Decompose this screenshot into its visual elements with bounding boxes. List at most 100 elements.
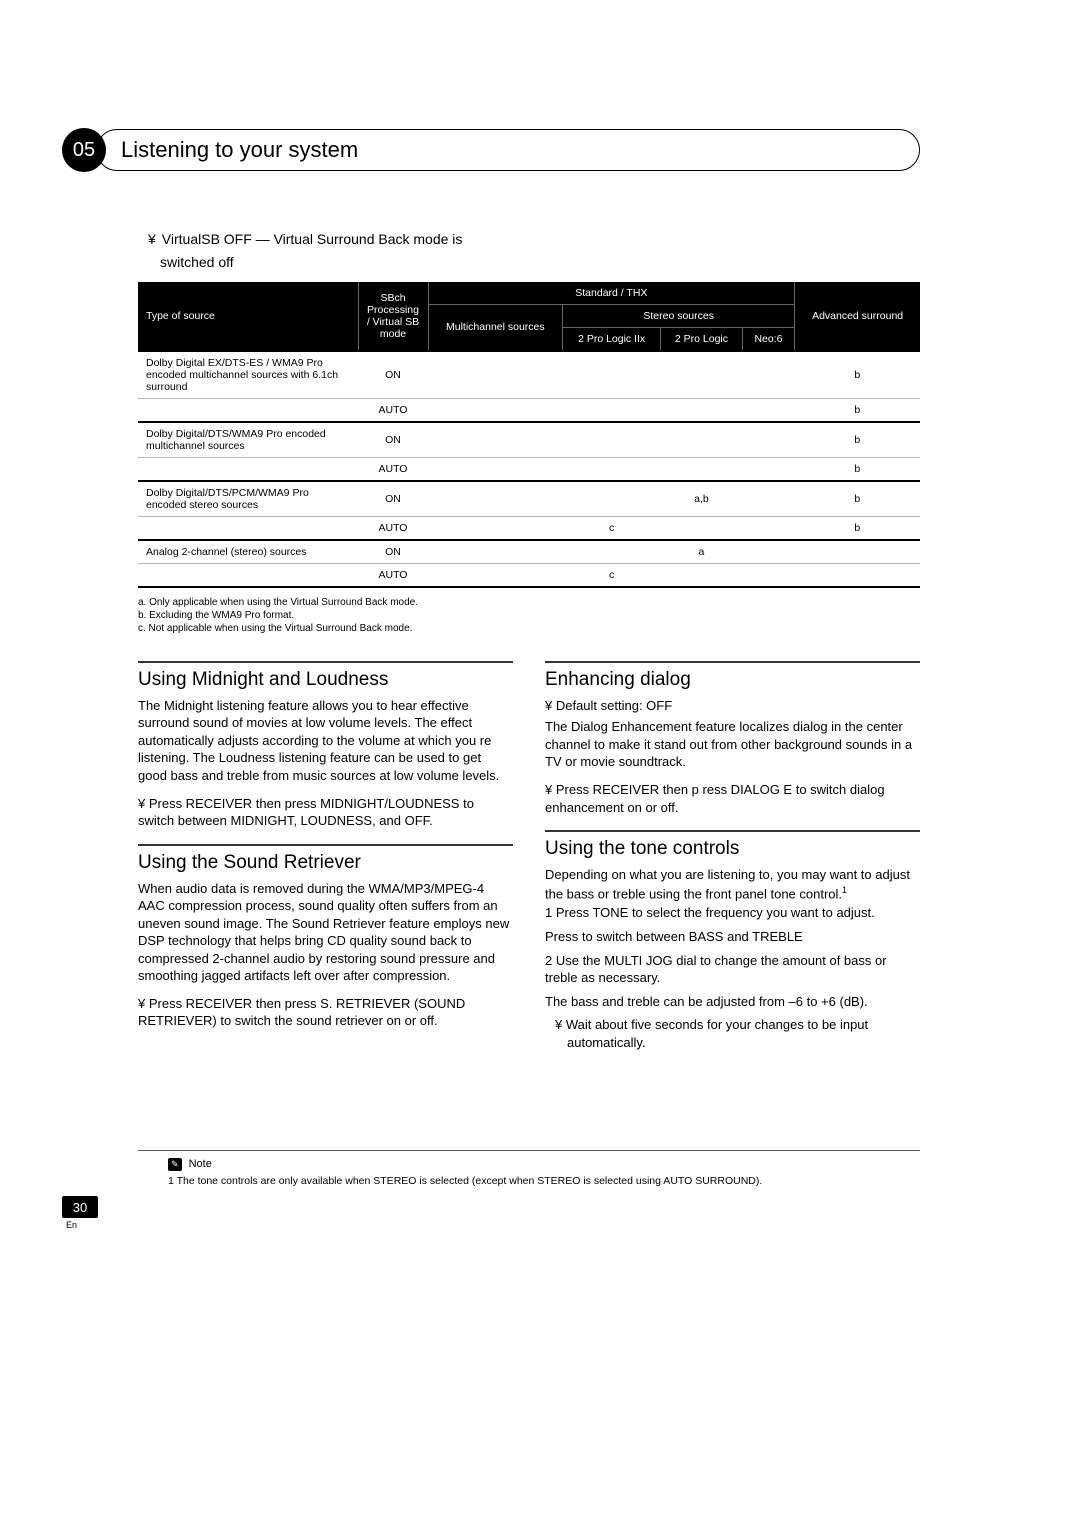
th-stdthx: Standard / THX xyxy=(428,282,795,305)
table-cell xyxy=(661,457,743,481)
note-rule xyxy=(138,1150,920,1151)
table-row: AUTO b xyxy=(138,457,920,481)
table-cell: Dolby Digital/DTS/WMA9 Pro encoded multi… xyxy=(138,422,358,458)
table-cell: AUTO xyxy=(358,563,428,587)
table-cell xyxy=(138,398,358,422)
vsb-off-text1: VirtualSB OFF — Virtual Surround Back mo… xyxy=(162,231,463,247)
table-row: Dolby Digital EX/DTS-ES / WMA9 Pro encod… xyxy=(138,351,920,399)
th-type: Type of source xyxy=(138,282,358,351)
tone-step-2b: The bass and treble can be adjusted from… xyxy=(545,993,920,1011)
note-block: ✎ Note 1 The tone controls are only avai… xyxy=(168,1158,920,1187)
table-cell xyxy=(428,481,563,517)
table-cell xyxy=(563,481,661,517)
th-multi: Multichannel sources xyxy=(428,304,563,351)
table-cell xyxy=(661,563,743,587)
table-cell xyxy=(428,516,563,540)
table-cell: c xyxy=(563,563,661,587)
midnight-title: Using Midnight and Loudness xyxy=(138,669,513,691)
tone-para: Depending on what you are listening to, … xyxy=(545,866,920,902)
table-row: Analog 2-channel (stereo) sourcesON a xyxy=(138,540,920,564)
page-body: ¥ VirtualSB OFF — Virtual Surround Back m… xyxy=(138,230,920,1057)
table-cell: ON xyxy=(358,422,428,458)
tone-footnote-ref: 1 xyxy=(842,885,847,895)
table-cell: ON xyxy=(358,540,428,564)
note-icon: ✎ xyxy=(168,1158,182,1171)
table-cell xyxy=(795,540,920,564)
table-row: AUTO c b xyxy=(138,516,920,540)
table-cell xyxy=(428,540,563,564)
table-cell xyxy=(742,351,794,399)
dialog-para: The Dialog Enhancement feature localizes… xyxy=(545,718,920,771)
th-pl2x: 2 Pro Logic IIx xyxy=(563,327,661,351)
page-number-badge: 30 xyxy=(62,1196,98,1218)
th-pl2: 2 Pro Logic xyxy=(661,327,743,351)
source-mode-table: Type of source SBch Processing / Virtual… xyxy=(138,282,920,588)
table-cell xyxy=(428,457,563,481)
tone-title: Using the tone controls xyxy=(545,838,920,860)
tone-step-1b: Press to switch between BASS and TREBLE xyxy=(545,928,920,946)
table-cell: b xyxy=(795,457,920,481)
table-cell xyxy=(661,516,743,540)
table-cell xyxy=(661,398,743,422)
table-row: Dolby Digital/DTS/WMA9 Pro encoded multi… xyxy=(138,422,920,458)
section-rule xyxy=(545,661,920,663)
table-cell xyxy=(138,457,358,481)
page-language: En xyxy=(66,1220,77,1230)
note-text: 1 The tone controls are only available w… xyxy=(168,1175,920,1187)
th-sbch: SBch Processing / Virtual SB mode xyxy=(358,282,428,351)
footnote-a: a. Only applicable when using the Virtua… xyxy=(138,596,920,609)
table-cell xyxy=(742,481,794,517)
table-cell: AUTO xyxy=(358,516,428,540)
table-cell: b xyxy=(795,398,920,422)
chapter-title-pill: Listening to your system xyxy=(96,129,920,171)
table-cell xyxy=(138,516,358,540)
dialog-default: ¥ Default setting: OFF xyxy=(545,697,920,715)
table-cell xyxy=(742,563,794,587)
table-cell xyxy=(563,398,661,422)
section-rule xyxy=(138,844,513,846)
table-cell xyxy=(563,457,661,481)
table-cell: Dolby Digital EX/DTS-ES / WMA9 Pro encod… xyxy=(138,351,358,399)
table-cell xyxy=(563,540,661,564)
table-cell: b xyxy=(795,422,920,458)
table-cell xyxy=(428,398,563,422)
tone-sub-bullet: ¥ Wait about five seconds for your chang… xyxy=(545,1016,920,1051)
table-row: AUTO c xyxy=(138,563,920,587)
table-cell: a xyxy=(661,540,743,564)
section-rule xyxy=(138,661,513,663)
table-cell: Analog 2-channel (stereo) sources xyxy=(138,540,358,564)
table-cell: AUTO xyxy=(358,457,428,481)
table-cell: c xyxy=(563,516,661,540)
dialog-bullet: ¥ Press RECEIVER then p ress DIALOG E to… xyxy=(545,781,920,816)
table-cell xyxy=(138,563,358,587)
midnight-para: The Midnight listening feature allows yo… xyxy=(138,697,513,785)
tone-step-2: 2 Use the MULTI JOG dial to change the a… xyxy=(545,952,920,987)
table-cell xyxy=(742,457,794,481)
table-cell xyxy=(563,422,661,458)
footnote-b: b. Excluding the WMA9 Pro format. xyxy=(138,609,920,622)
table-cell: Dolby Digital/DTS/PCM/WMA9 Pro encoded s… xyxy=(138,481,358,517)
table-cell: b xyxy=(795,516,920,540)
table-cell xyxy=(428,563,563,587)
table-cell xyxy=(428,422,563,458)
retriever-para: When audio data is removed during the WM… xyxy=(138,880,513,985)
vsb-off-line2: switched off xyxy=(138,253,920,272)
table-cell xyxy=(795,563,920,587)
th-stereo: Stereo sources xyxy=(563,304,795,327)
table-cell: ON xyxy=(358,481,428,517)
table-footnotes: a. Only applicable when using the Virtua… xyxy=(138,596,920,635)
tone-step-1: 1 Press TONE to select the frequency you… xyxy=(545,904,920,922)
table-row: Dolby Digital/DTS/PCM/WMA9 Pro encoded s… xyxy=(138,481,920,517)
bullet-icon: ¥ xyxy=(148,231,156,247)
vsb-off-line1: ¥ VirtualSB OFF — Virtual Surround Back m… xyxy=(138,230,920,249)
left-column: Using Midnight and Loudness The Midnight… xyxy=(138,661,513,1058)
retriever-bullet: ¥ Press RECEIVER then press S. RETRIEVER… xyxy=(138,995,513,1030)
table-cell: b xyxy=(795,481,920,517)
table-cell xyxy=(661,422,743,458)
table-row: AUTOb xyxy=(138,398,920,422)
midnight-bullet: ¥ Press RECEIVER then press MIDNIGHT/LOU… xyxy=(138,795,513,830)
section-rule xyxy=(545,830,920,832)
table-cell xyxy=(742,516,794,540)
table-cell: ON xyxy=(358,351,428,399)
footnote-c: c. Not applicable when using the Virtual… xyxy=(138,622,920,635)
